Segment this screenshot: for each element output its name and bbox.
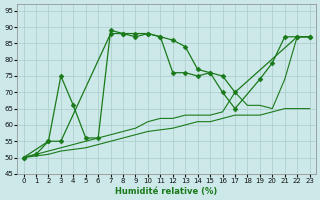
X-axis label: Humidité relative (%): Humidité relative (%)	[116, 187, 218, 196]
